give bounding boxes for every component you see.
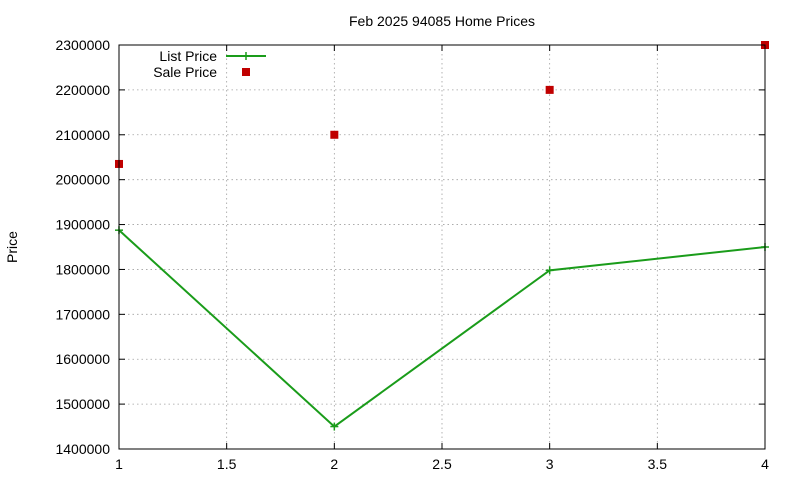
legend-label: Sale Price <box>153 64 217 80</box>
x-tick-label: 2.5 <box>432 456 452 472</box>
x-tick-label: 3.5 <box>648 456 668 472</box>
y-axis-ticks: 1400000 1500000 1600000 1700000 1800000 19000… <box>55 37 765 457</box>
data-point <box>330 130 339 139</box>
y-axis-label: Price <box>4 231 20 263</box>
legend-marker <box>242 52 250 60</box>
y-tick-label: 1600000 <box>55 351 110 367</box>
legend-marker <box>242 68 250 76</box>
y-tick-label: 1800000 <box>55 261 110 277</box>
y-tick-label: 2300000 <box>55 37 110 53</box>
y-tick-label: 2100000 <box>55 127 110 143</box>
series-line <box>118 229 766 428</box>
y-tick-label: 1900000 <box>55 217 110 233</box>
data-point <box>545 85 554 94</box>
y-tick-label: 2000000 <box>55 172 110 188</box>
x-tick-label: 1.5 <box>217 456 237 472</box>
x-axis-ticks: 1 1.5 2 2.5 3 3.5 4 <box>115 45 769 472</box>
x-tick-label: 4 <box>761 456 769 472</box>
data-point <box>545 266 554 275</box>
y-tick-label: 2200000 <box>55 82 110 98</box>
grid <box>119 45 765 449</box>
y-tick-label: 1500000 <box>55 396 110 412</box>
data-point <box>330 422 339 431</box>
x-tick-label: 3 <box>546 456 554 472</box>
legend-label: List Price <box>159 48 217 64</box>
chart-title: Feb 2025 94085 Home Prices <box>349 13 535 29</box>
y-tick-label: 1700000 <box>55 306 110 322</box>
y-tick-label: 1400000 <box>55 441 110 457</box>
x-tick-label: 2 <box>330 456 338 472</box>
x-tick-label: 1 <box>115 456 123 472</box>
